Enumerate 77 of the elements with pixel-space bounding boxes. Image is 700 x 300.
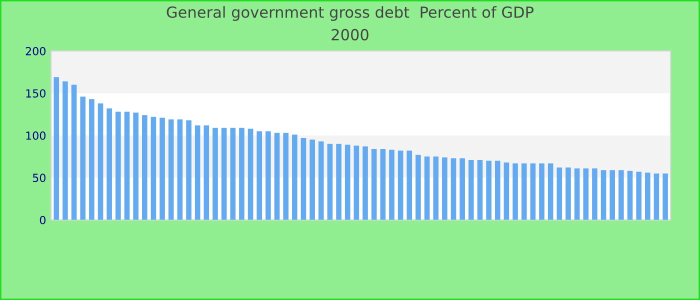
bar: [521, 163, 527, 220]
bar: [362, 146, 368, 220]
bar: [336, 144, 342, 220]
bar: [600, 170, 606, 220]
bar: [150, 116, 156, 220]
y-tick-label: 0: [40, 216, 46, 224]
bar: [583, 168, 589, 220]
bar: [116, 112, 121, 220]
bar: [266, 131, 271, 220]
bar: [344, 144, 350, 220]
bar: [292, 134, 298, 220]
bar: [89, 99, 94, 220]
chart-subtitle: 2000: [332, 28, 368, 40]
bar: [160, 118, 165, 220]
bar: [80, 96, 86, 220]
bar: [230, 128, 236, 220]
bar: [486, 160, 492, 220]
bar: [556, 168, 562, 220]
bar: [133, 112, 138, 220]
bar: [177, 119, 183, 220]
bar: [380, 148, 386, 220]
y-tick-label: 150: [26, 89, 46, 98]
bar: [142, 115, 148, 220]
bar: [327, 144, 333, 220]
bar: [416, 154, 421, 220]
bar: [468, 160, 474, 220]
y-tick-label: 100: [26, 131, 46, 140]
bar: [221, 128, 227, 220]
bar: [283, 132, 288, 220]
bar: [627, 170, 633, 220]
y-tick-label: 50: [32, 174, 46, 182]
bar: [54, 77, 60, 220]
bar: [645, 172, 650, 220]
bar: [610, 170, 616, 220]
bar: [566, 168, 571, 220]
bar: [300, 138, 306, 220]
bar: [662, 173, 668, 220]
bar: [539, 163, 544, 220]
bar: [442, 157, 448, 220]
bar: [494, 160, 500, 220]
bar: [530, 163, 536, 220]
bar: [106, 108, 112, 220]
bar: [239, 128, 244, 220]
bar: [71, 84, 77, 220]
bar: [636, 172, 642, 220]
bar: [318, 141, 324, 220]
bar: [212, 128, 218, 220]
bar: [618, 170, 624, 220]
bar: [248, 128, 254, 220]
bar: [406, 150, 412, 220]
bar: [574, 168, 580, 220]
bar: [450, 158, 456, 220]
bar: [433, 156, 439, 220]
bar: [389, 150, 394, 220]
chart-title: General government gross debt Percent of GDP: [166, 6, 534, 21]
bar: [310, 140, 315, 220]
bar: [98, 103, 104, 220]
bar: [62, 81, 68, 220]
bar: [354, 146, 360, 220]
bar: [398, 150, 404, 220]
y-tick-label: 200: [26, 46, 46, 56]
bar: [477, 160, 483, 220]
bar: [654, 173, 660, 220]
bar: [256, 131, 262, 220]
bar: [592, 168, 598, 220]
bar: [504, 162, 510, 220]
bar: [194, 125, 200, 220]
bar: [424, 156, 430, 220]
bar: [124, 112, 130, 220]
bar: [371, 148, 377, 220]
bar: [274, 132, 280, 220]
bar: [512, 163, 518, 220]
bar: [186, 120, 192, 220]
bar: [204, 125, 210, 220]
bar: [460, 158, 465, 220]
bar: [168, 119, 174, 220]
bar: [548, 163, 554, 220]
